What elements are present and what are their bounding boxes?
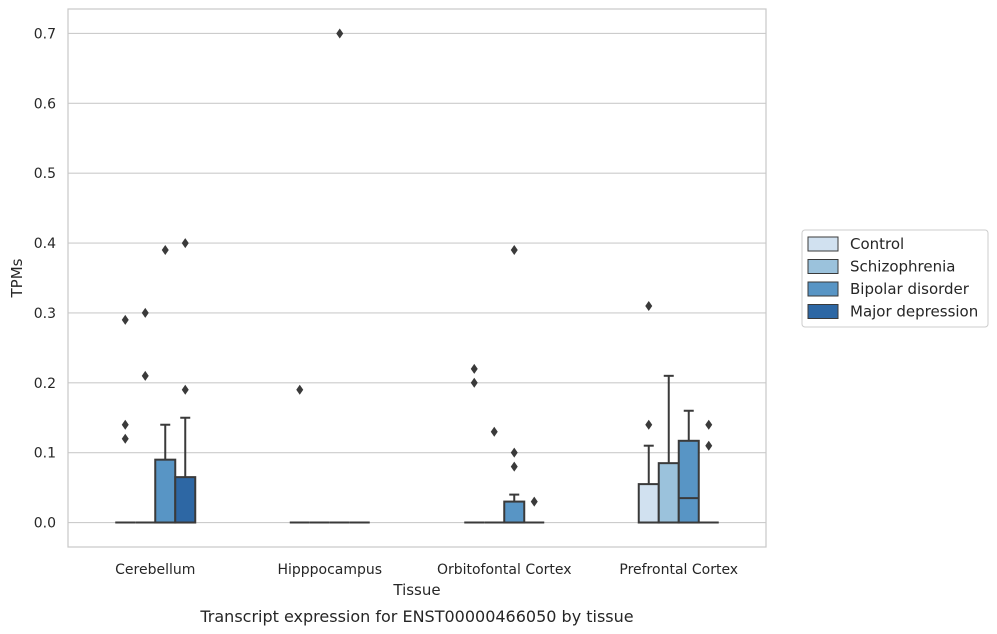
x-tick-label: Orbitofontal Cortex xyxy=(437,562,572,578)
outlier-point xyxy=(121,314,129,325)
box xyxy=(657,374,680,524)
x-axis-title: Tissue xyxy=(392,581,440,599)
box xyxy=(154,423,177,524)
legend-swatch xyxy=(807,304,839,319)
outlier-point xyxy=(510,461,518,472)
y-tick-label: 0.5 xyxy=(34,166,56,182)
outlier-point xyxy=(141,307,149,318)
x-tick-label: Prefrontal Cortex xyxy=(619,562,738,578)
y-axis-title: TPMs xyxy=(8,258,26,298)
outlier-point xyxy=(705,419,713,430)
y-tick-label: 0.7 xyxy=(34,26,56,42)
legend-swatch xyxy=(807,236,839,252)
box-body xyxy=(637,483,660,524)
outlier-point xyxy=(510,447,518,458)
box xyxy=(503,493,526,524)
legend-label: Control xyxy=(850,235,904,253)
legend-label: Major depression xyxy=(850,303,978,321)
outliers xyxy=(121,28,713,507)
box-body xyxy=(503,500,526,524)
outlier-point xyxy=(121,419,129,430)
outlier-point xyxy=(510,245,518,256)
outlier-point xyxy=(645,419,653,430)
box xyxy=(677,409,700,524)
outlier-point xyxy=(181,238,189,249)
plot-frame xyxy=(67,8,767,548)
legend: Control Schizophrenia Bipolar disorder Majo… xyxy=(801,229,989,328)
box xyxy=(174,416,197,524)
outlier-point xyxy=(181,384,189,395)
outlier-point xyxy=(470,377,478,388)
outlier-point xyxy=(336,28,344,39)
legend-frame xyxy=(801,229,989,328)
outlier-point xyxy=(530,496,538,507)
x-tick-labels: Cerebellum Hipppocampus Orbitofontal Corte… xyxy=(115,562,738,578)
x-tick-label: Cerebellum xyxy=(115,562,195,578)
outlier-point xyxy=(645,300,653,311)
outlier-point xyxy=(490,426,498,437)
y-tick-label: 0.6 xyxy=(34,96,56,112)
y-tick-label: 0.1 xyxy=(34,446,56,462)
box-body xyxy=(174,476,197,524)
outlier-point xyxy=(161,245,169,256)
outlier-point xyxy=(141,370,149,381)
outlier-point xyxy=(296,384,304,395)
box-body xyxy=(657,462,680,524)
y-tick-label: 0.3 xyxy=(34,306,56,322)
outlier-point xyxy=(470,363,478,374)
y-tick-labels: 0.0 0.1 0.2 0.3 0.4 0.5 0.6 0.7 xyxy=(34,26,56,531)
y-tick-label: 0.4 xyxy=(34,236,56,252)
outlier-point xyxy=(705,440,713,451)
legend-label: Schizophrenia xyxy=(850,258,955,276)
chart-caption: Transcript expression for ENST0000046605… xyxy=(199,607,633,626)
boxes xyxy=(115,374,719,524)
y-tick-label: 0.0 xyxy=(34,516,56,532)
y-tick-label: 0.2 xyxy=(34,376,56,392)
gridlines xyxy=(68,32,766,524)
legend-swatch xyxy=(807,281,839,297)
x-tick-label: Hipppocampus xyxy=(277,562,382,578)
legend-label: Bipolar disorder xyxy=(850,280,970,298)
box-body xyxy=(677,439,700,524)
outlier-point xyxy=(121,433,129,444)
legend-swatch xyxy=(807,259,839,274)
box-body xyxy=(154,458,177,524)
box xyxy=(637,444,660,524)
